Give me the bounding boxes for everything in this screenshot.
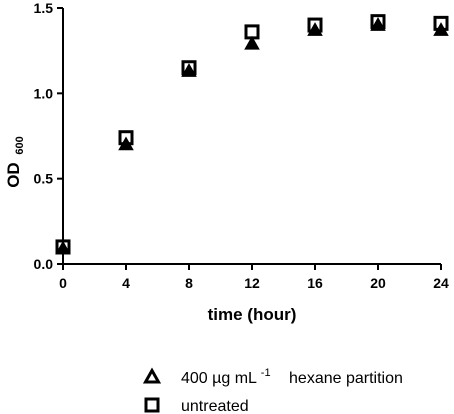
x-tick-label: 24 — [433, 275, 449, 291]
y-tick-label: 0.5 — [34, 171, 54, 187]
y-axis-ticks: 0.0 0.5 1.0 1.5 — [34, 0, 63, 272]
data-series — [55, 14, 449, 255]
data-point-square — [55, 239, 71, 255]
data-point-square — [181, 60, 197, 76]
y-tick-label: 0.0 — [34, 256, 54, 272]
y-tick-label: 1.5 — [34, 0, 54, 16]
data-point-square — [118, 130, 134, 146]
data-point-square — [244, 24, 260, 40]
data-point-square — [307, 17, 323, 33]
legend-label-untreated: untreated — [181, 398, 249, 414]
legend-triangle-marker — [142, 367, 162, 384]
legend-square-marker — [144, 397, 160, 413]
y-axis-title-main: OD — [4, 162, 23, 188]
y-axis-title-subscript: 600 — [14, 136, 26, 154]
x-tick-label: 0 — [59, 275, 67, 291]
legend-item-untreated: untreated — [144, 397, 249, 414]
x-tick-label: 16 — [307, 275, 323, 291]
legend: 400 µg mL -1 hexane partition untreated — [142, 363, 403, 414]
x-tick-label: 4 — [122, 275, 130, 291]
x-tick-label: 8 — [185, 275, 193, 291]
y-tick-label: 1.0 — [34, 85, 54, 101]
x-tick-label: 20 — [370, 275, 386, 291]
x-tick-label: 12 — [244, 275, 260, 291]
legend-label-treated: 400 µg mL -1 hexane partition — [181, 363, 403, 387]
data-point-square — [433, 15, 449, 31]
data-point-triangle — [244, 35, 260, 50]
series-0 — [55, 17, 449, 255]
legend-item-treated: 400 µg mL -1 hexane partition — [142, 363, 403, 387]
legend-label-treated-exponent: -1 — [261, 367, 271, 379]
legend-label-treated-sample: hexane partition — [289, 370, 403, 387]
series-1 — [55, 14, 449, 255]
legend-label-treated-dose: 400 µg mL — [181, 370, 257, 387]
y-axis-title: OD 600 — [4, 136, 26, 188]
x-axis-title: time (hour) — [208, 305, 297, 324]
data-point-square — [370, 14, 386, 30]
x-axis-ticks: 0 4 8 12 16 20 24 — [59, 264, 449, 291]
